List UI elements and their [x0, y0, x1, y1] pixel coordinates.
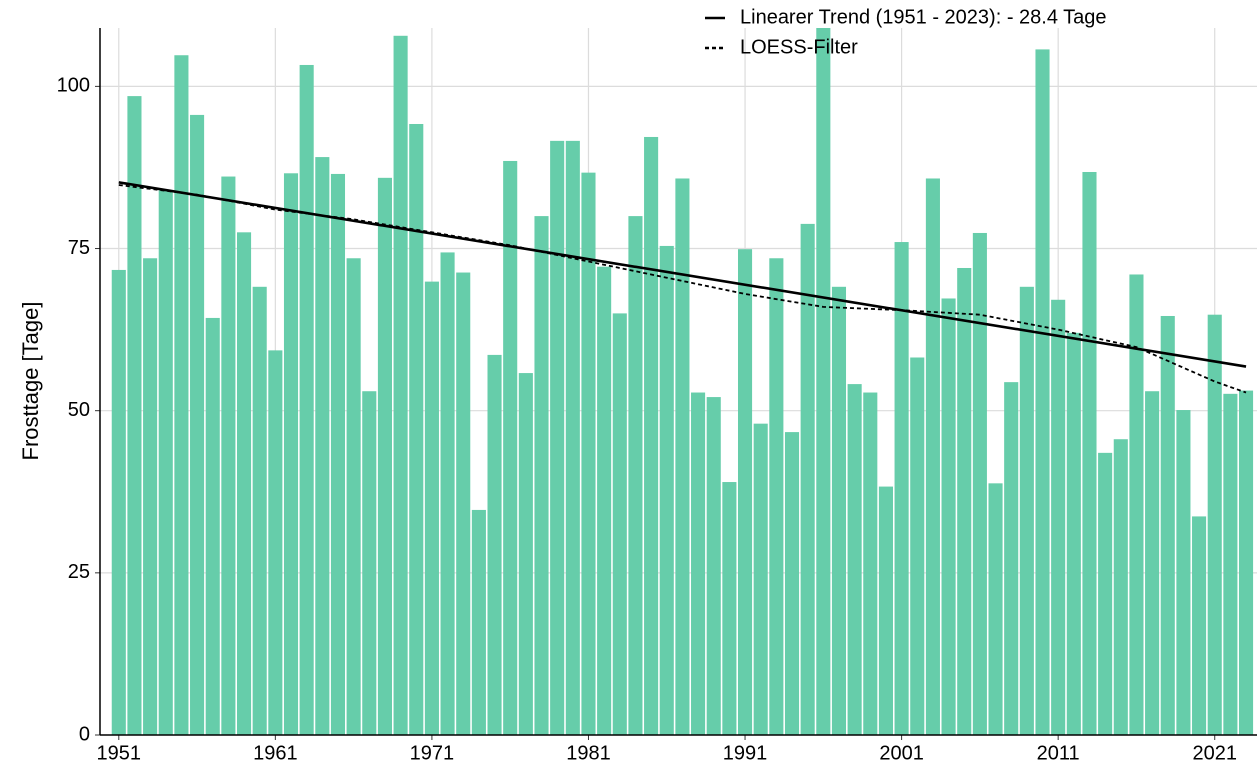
bar: [393, 35, 408, 735]
bar: [753, 423, 768, 735]
bar: [737, 249, 753, 735]
bar: [1238, 390, 1254, 735]
x-tick-label: 1951: [97, 742, 142, 764]
y-tick-label: 25: [68, 561, 90, 583]
bar: [691, 392, 706, 735]
bar: [252, 286, 267, 735]
bar: [346, 258, 361, 735]
x-tick-label: 1961: [253, 742, 298, 764]
bar: [628, 216, 643, 735]
bar: [925, 178, 940, 735]
bar: [518, 373, 533, 735]
bar: [456, 272, 471, 735]
bar: [941, 298, 956, 735]
x-tick-label: 2021: [1192, 742, 1237, 764]
bar: [1207, 314, 1222, 735]
bar: [1223, 393, 1238, 735]
bar: [143, 258, 158, 735]
bar: [1192, 516, 1207, 735]
y-tick-label: 100: [57, 75, 90, 97]
bar: [1129, 274, 1144, 735]
y-tick-label: 0: [79, 723, 90, 745]
bar: [847, 384, 862, 735]
bar: [722, 482, 737, 735]
bar: [440, 252, 455, 735]
bar: [315, 157, 330, 735]
bar: [127, 96, 142, 735]
bar: [878, 486, 893, 735]
bar: [503, 160, 518, 735]
bar: [487, 354, 502, 735]
bar: [409, 123, 424, 735]
x-tick-label: 2001: [879, 742, 924, 764]
trend-line: [118, 184, 1247, 394]
bar: [221, 176, 236, 735]
bar: [816, 28, 831, 735]
bar: [800, 223, 815, 735]
bar: [863, 392, 878, 735]
bar: [362, 391, 377, 735]
bar: [1160, 315, 1175, 735]
bar: [706, 397, 721, 735]
bar: [190, 114, 205, 735]
x-tick-label: 2011: [1037, 742, 1080, 764]
bar: [957, 267, 972, 735]
x-tick-label: 1991: [723, 742, 768, 764]
bar: [236, 232, 252, 735]
bar: [1051, 299, 1066, 735]
y-tick-label: 50: [68, 399, 90, 421]
bar: [988, 483, 1003, 735]
plot-area: [100, 28, 1257, 735]
bar: [1066, 332, 1081, 735]
legend-label: LOESS-Filter: [740, 36, 858, 58]
bar: [330, 173, 346, 735]
bar: [534, 216, 549, 735]
bar: [972, 232, 987, 735]
bar: [894, 242, 909, 735]
bar: [1098, 452, 1113, 735]
bar: [784, 432, 800, 735]
bar: [283, 173, 299, 735]
bar: [831, 286, 847, 735]
bar: [612, 313, 627, 735]
bar: [675, 178, 690, 735]
bar: [174, 55, 189, 735]
x-tick-label: 1971: [410, 742, 455, 764]
bar: [205, 317, 220, 735]
bar: [111, 269, 126, 735]
bar: [1176, 410, 1191, 735]
bar: [1145, 391, 1160, 735]
bar: [769, 258, 784, 735]
bar: [1113, 439, 1128, 735]
bar: [659, 245, 674, 735]
bar: [644, 136, 659, 735]
bar: [471, 509, 486, 735]
bar: [581, 172, 596, 735]
y-axis-label: Frosttage [Tage]: [18, 302, 43, 461]
bar: [550, 140, 565, 735]
bar: [910, 357, 925, 735]
bar: [1004, 382, 1019, 735]
bar: [268, 350, 283, 735]
bar: [158, 190, 173, 735]
bar: [377, 177, 392, 735]
y-tick-label: 75: [68, 237, 90, 259]
bar: [565, 140, 580, 735]
bar: [424, 281, 439, 735]
x-tick-label: 1981: [566, 742, 611, 764]
bar: [1082, 171, 1097, 735]
bar: [597, 266, 612, 735]
bar: [1019, 286, 1034, 735]
legend-label: Linearer Trend (1951 - 2023): - 28.4 Tag…: [740, 6, 1107, 28]
bar: [299, 64, 314, 735]
bar: [1035, 49, 1050, 735]
